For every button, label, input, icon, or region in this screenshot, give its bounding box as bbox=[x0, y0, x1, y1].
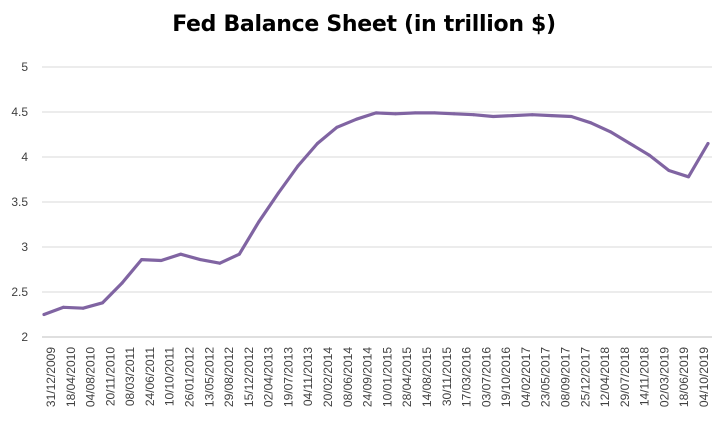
x-tick-label: 04/11/2013 bbox=[301, 347, 315, 406]
data-point bbox=[706, 142, 710, 145]
data-point bbox=[42, 313, 46, 316]
data-point bbox=[667, 169, 671, 172]
x-tick-label: 26/01/2012 bbox=[183, 347, 197, 407]
x-tick-label: 04/08/2010 bbox=[84, 347, 98, 407]
data-point bbox=[608, 130, 612, 134]
data-point bbox=[120, 281, 124, 285]
x-tick-label: 03/07/2016 bbox=[479, 347, 493, 407]
y-tick-label: 3 bbox=[21, 240, 28, 254]
x-tick-label: 30/11/2015 bbox=[440, 347, 454, 406]
data-point bbox=[101, 301, 105, 305]
data-point bbox=[647, 153, 651, 157]
y-tick-label: 2 bbox=[21, 330, 28, 344]
data-point bbox=[257, 220, 261, 224]
data-point bbox=[315, 142, 319, 145]
data-point bbox=[218, 261, 222, 265]
y-tick-label: 4.5 bbox=[11, 105, 28, 119]
x-tick-label: 14/08/2015 bbox=[420, 347, 434, 407]
x-tick-label: 19/10/2016 bbox=[499, 347, 513, 407]
data-point bbox=[569, 115, 573, 118]
data-point bbox=[686, 175, 690, 179]
data-point bbox=[62, 305, 66, 309]
data-point bbox=[354, 117, 358, 121]
data-point bbox=[276, 191, 280, 195]
x-tick-label: 02/03/2019 bbox=[657, 347, 671, 407]
x-tick-label: 14/11/2018 bbox=[638, 347, 652, 406]
y-tick-label: 5 bbox=[21, 60, 28, 74]
x-tick-label: 13/05/2012 bbox=[202, 347, 216, 407]
data-point bbox=[140, 258, 144, 262]
data-point bbox=[472, 113, 476, 117]
x-tick-label: 10/01/2015 bbox=[380, 347, 394, 407]
x-tick-label: 10/10/2011 bbox=[163, 347, 177, 406]
x-tick-label: 08/09/2017 bbox=[558, 347, 572, 407]
data-point bbox=[296, 164, 300, 168]
data-point bbox=[198, 258, 202, 262]
x-tick-label: 20/11/2010 bbox=[103, 347, 117, 406]
data-point bbox=[530, 113, 534, 117]
chart-title: Fed Balance Sheet (in trillion $) bbox=[172, 12, 556, 37]
data-point bbox=[159, 259, 163, 262]
x-tick-label: 18/06/2019 bbox=[677, 347, 691, 407]
x-tick-label: 23/05/2017 bbox=[539, 347, 553, 407]
data-point bbox=[491, 115, 495, 118]
series-line bbox=[42, 111, 710, 317]
x-tick-label: 19/07/2013 bbox=[281, 347, 295, 407]
data-point bbox=[452, 112, 456, 116]
x-tick-label: 31/12/2009 bbox=[44, 347, 58, 407]
y-tick-label: 3.5 bbox=[11, 195, 28, 209]
data-point bbox=[374, 111, 378, 115]
y-tick-label: 4 bbox=[21, 150, 28, 164]
data-point bbox=[81, 306, 85, 310]
x-tick-label: 20/02/2014 bbox=[321, 347, 335, 407]
x-tick-label: 08/03/2011 bbox=[123, 347, 137, 406]
data-point bbox=[433, 111, 437, 115]
x-tick-label: 17/03/2016 bbox=[460, 347, 474, 407]
gridlines bbox=[42, 66, 712, 338]
data-points bbox=[42, 111, 710, 316]
x-axis-ticks: 31/12/2009 18/04/2010 04/08/2010 20/11/2010… bbox=[44, 347, 711, 407]
data-point bbox=[237, 252, 241, 256]
y-tick-label: 2.5 bbox=[11, 285, 28, 299]
x-tick-label: 12/04/2018 bbox=[598, 347, 612, 407]
data-point bbox=[179, 252, 183, 256]
x-tick-label: 04/02/2017 bbox=[519, 347, 533, 407]
data-point bbox=[511, 114, 515, 118]
x-tick-label: 25/12/2017 bbox=[578, 347, 592, 407]
x-tick-label: 04/10/2019 bbox=[697, 347, 711, 407]
data-point bbox=[628, 142, 632, 145]
data-point bbox=[550, 114, 554, 118]
x-tick-label: 24/09/2014 bbox=[361, 347, 375, 407]
x-tick-label: 15/12/2012 bbox=[242, 347, 256, 407]
x-tick-label: 08/06/2014 bbox=[341, 347, 355, 407]
y-axis-ticks: 2 2.5 3 3.5 4 4.5 5 bbox=[11, 60, 28, 344]
data-point bbox=[335, 125, 339, 129]
data-point bbox=[589, 121, 593, 125]
x-tick-label: 02/04/2013 bbox=[262, 347, 276, 407]
data-point bbox=[413, 111, 417, 115]
x-tick-label: 29/08/2012 bbox=[222, 347, 236, 407]
x-tick-label: 29/07/2018 bbox=[618, 347, 632, 407]
x-tick-label: 18/04/2010 bbox=[64, 347, 78, 407]
data-point bbox=[394, 112, 398, 116]
x-tick-label: 28/04/2015 bbox=[400, 347, 414, 407]
x-tick-label: 24/06/2011 bbox=[143, 347, 157, 406]
